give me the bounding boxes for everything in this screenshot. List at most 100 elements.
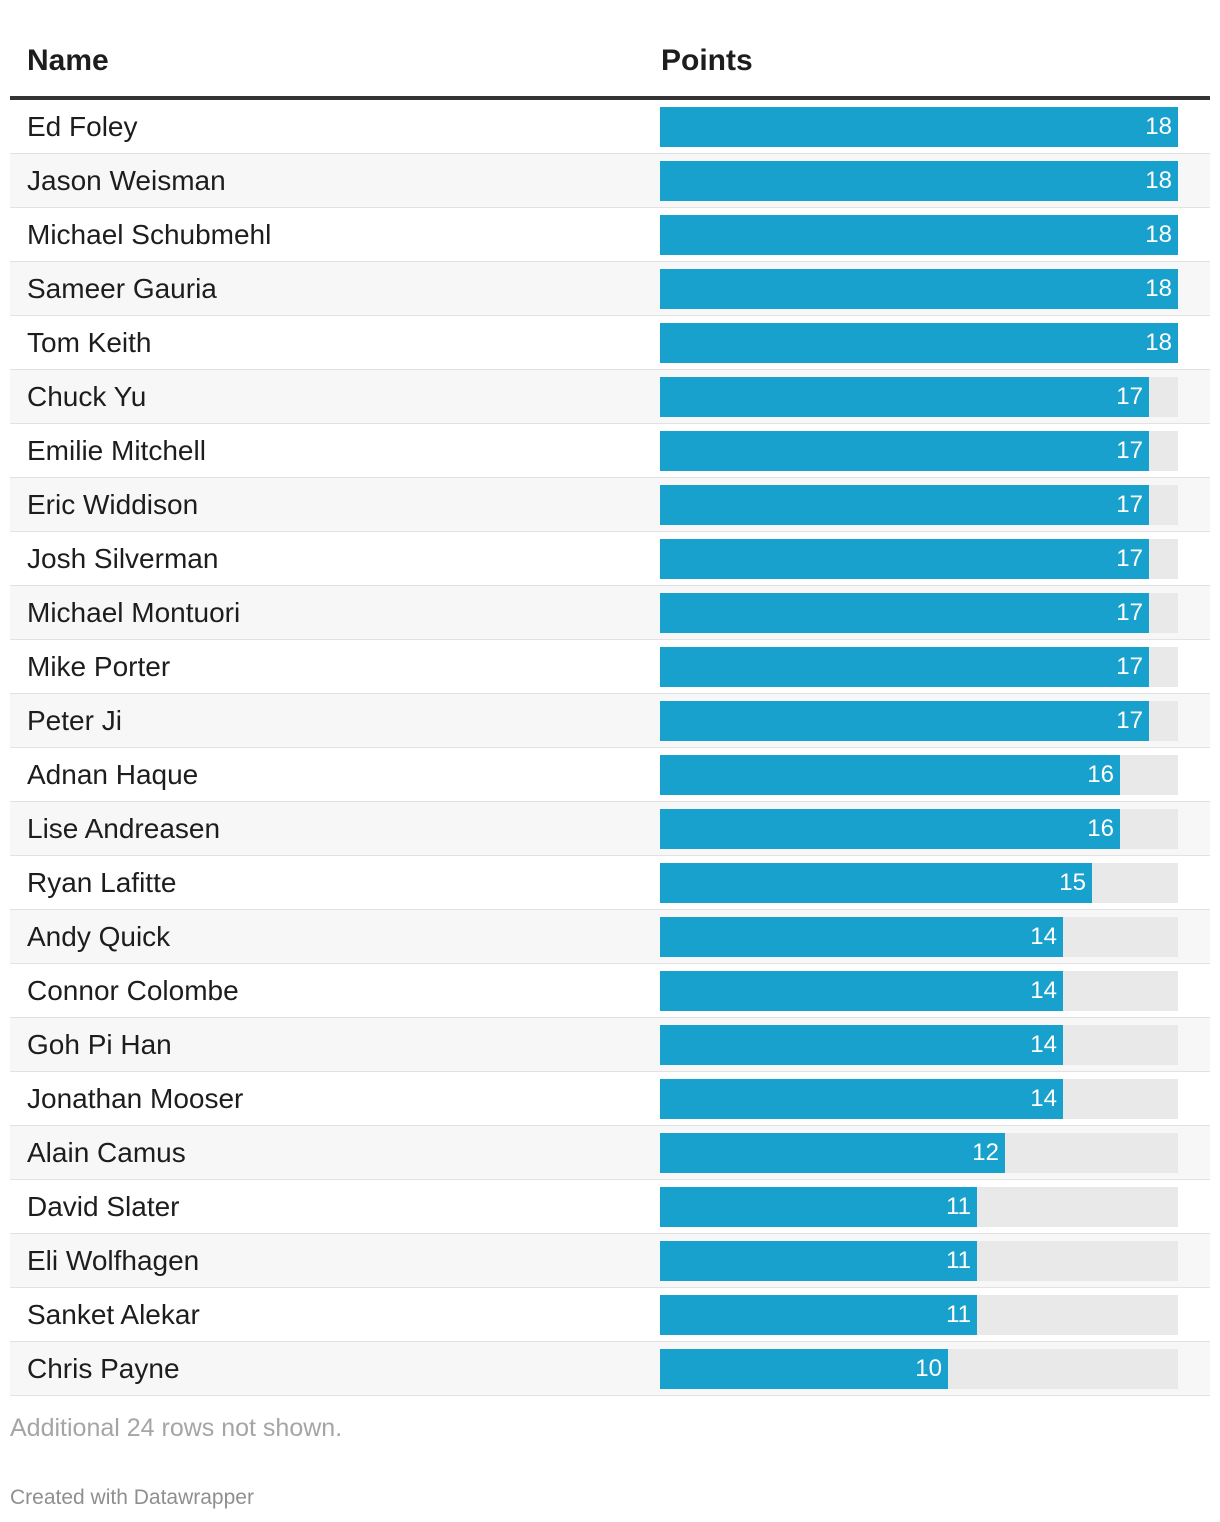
bar-track: 17: [660, 485, 1178, 525]
bar-track: 17: [660, 593, 1178, 633]
bar-track: 12: [660, 1133, 1178, 1173]
table-row: Lise Andreasen 16: [10, 802, 1210, 856]
bar-track: 16: [660, 755, 1178, 795]
row-name: Michael Montuori: [27, 597, 241, 628]
bar-track: 17: [660, 431, 1178, 471]
row-name: Chris Payne: [27, 1353, 180, 1384]
points-bar: 11: [660, 1187, 977, 1227]
points-value-label: 17: [1116, 491, 1143, 518]
points-bar: 18: [660, 215, 1178, 255]
bar-track: 17: [660, 377, 1178, 417]
row-name: Alain Camus: [27, 1137, 186, 1168]
table-row: Emilie Mitchell 17: [10, 424, 1210, 478]
points-bar: 15: [660, 863, 1092, 903]
table-row: Tom Keith 18: [10, 316, 1210, 370]
points-value-label: 11: [946, 1247, 971, 1274]
points-bar: 11: [660, 1295, 977, 1335]
points-value-label: 17: [1116, 599, 1143, 626]
row-name: Mike Porter: [27, 651, 171, 682]
row-name: Andy Quick: [27, 921, 171, 952]
points-table: Name Points Ed Foley 18 Jason Weisman 18 Mic…: [10, 0, 1210, 1396]
row-name: Lise Andreasen: [27, 813, 221, 844]
points-value-label: 17: [1116, 707, 1143, 734]
table-row: Jonathan Mooser 14: [10, 1072, 1210, 1126]
points-value-label: 16: [1087, 815, 1114, 842]
points-value-label: 18: [1145, 221, 1172, 248]
points-bar: 18: [660, 323, 1178, 363]
table-row: Josh Silverman 17: [10, 532, 1210, 586]
column-header-name[interactable]: Name: [27, 44, 109, 77]
row-name: Tom Keith: [27, 327, 152, 358]
row-name: Emilie Mitchell: [27, 435, 206, 466]
bar-track: 10: [660, 1349, 1178, 1389]
bar-track: 11: [660, 1241, 1178, 1281]
column-header-points[interactable]: Points: [661, 44, 753, 77]
bar-track: 18: [660, 323, 1178, 363]
table-row: Adnan Haque 16: [10, 748, 1210, 802]
bar-track: 14: [660, 1079, 1178, 1119]
points-value-label: 17: [1116, 653, 1143, 680]
points-bar: 17: [660, 431, 1149, 471]
table-row: Eric Widdison 17: [10, 478, 1210, 532]
points-value-label: 14: [1030, 977, 1057, 1004]
row-name: Eli Wolfhagen: [27, 1245, 200, 1276]
row-name: Ryan Lafitte: [27, 867, 177, 898]
bar-track: 17: [660, 701, 1178, 741]
table-row: Ed Foley 18: [10, 100, 1210, 154]
points-value-label: 18: [1145, 167, 1172, 194]
points-value-label: 12: [972, 1139, 999, 1166]
table-row: Eli Wolfhagen 11: [10, 1234, 1210, 1288]
points-bar: 18: [660, 269, 1178, 309]
points-bar: 18: [660, 107, 1178, 147]
table-row: Andy Quick 14: [10, 910, 1210, 964]
table-row: Alain Camus 12: [10, 1126, 1210, 1180]
row-name: Connor Colombe: [27, 975, 239, 1006]
points-bar: 16: [660, 809, 1120, 849]
table-row: Michael Montuori 17: [10, 586, 1210, 640]
bar-track: 17: [660, 647, 1178, 687]
points-bar: 10: [660, 1349, 948, 1389]
row-name: Michael Schubmehl: [27, 219, 272, 250]
table-row: Chris Payne 10: [10, 1342, 1210, 1396]
table-body: Ed Foley 18 Jason Weisman 18 Michael Schubme…: [10, 100, 1210, 1396]
row-name: Peter Ji: [27, 705, 122, 736]
row-name: Ed Foley: [27, 111, 138, 142]
bar-track: 18: [660, 161, 1178, 201]
bar-track: 18: [660, 215, 1178, 255]
row-name: Jason Weisman: [27, 165, 226, 196]
points-bar: 17: [660, 647, 1149, 687]
points-value-label: 18: [1145, 113, 1172, 140]
row-name: David Slater: [27, 1191, 180, 1222]
row-name: Josh Silverman: [27, 543, 219, 574]
row-name: Adnan Haque: [27, 759, 199, 790]
bar-track: 11: [660, 1187, 1178, 1227]
points-value-label: 17: [1116, 545, 1143, 572]
points-value-label: 11: [946, 1301, 971, 1328]
points-bar: 14: [660, 971, 1063, 1011]
points-value-label: 18: [1145, 275, 1172, 302]
points-value-label: 14: [1030, 923, 1057, 950]
table-row: Sameer Gauria 18: [10, 262, 1210, 316]
table-row: Mike Porter 17: [10, 640, 1210, 694]
points-value-label: 18: [1145, 329, 1172, 356]
points-bar: 17: [660, 377, 1149, 417]
bar-track: 18: [660, 107, 1178, 147]
points-bar: 17: [660, 593, 1149, 633]
bar-track: 14: [660, 971, 1178, 1011]
footnote: Additional 24 rows not shown.: [10, 1414, 343, 1442]
points-bar: 14: [660, 1025, 1063, 1065]
points-value-label: 17: [1116, 383, 1143, 410]
points-value-label: 14: [1030, 1031, 1057, 1058]
points-bar: 17: [660, 701, 1149, 741]
points-bar: 17: [660, 539, 1149, 579]
row-name: Goh Pi Han: [27, 1029, 172, 1060]
points-value-label: 10: [915, 1355, 942, 1382]
points-bar: 16: [660, 755, 1120, 795]
row-name: Chuck Yu: [27, 381, 147, 412]
table-row: Jason Weisman 18: [10, 154, 1210, 208]
table-row: Ryan Lafitte 15: [10, 856, 1210, 910]
points-bar: 18: [660, 161, 1178, 201]
bar-track: 15: [660, 863, 1178, 903]
table-header: Name Points: [10, 0, 1210, 100]
table-row: Chuck Yu 17: [10, 370, 1210, 424]
